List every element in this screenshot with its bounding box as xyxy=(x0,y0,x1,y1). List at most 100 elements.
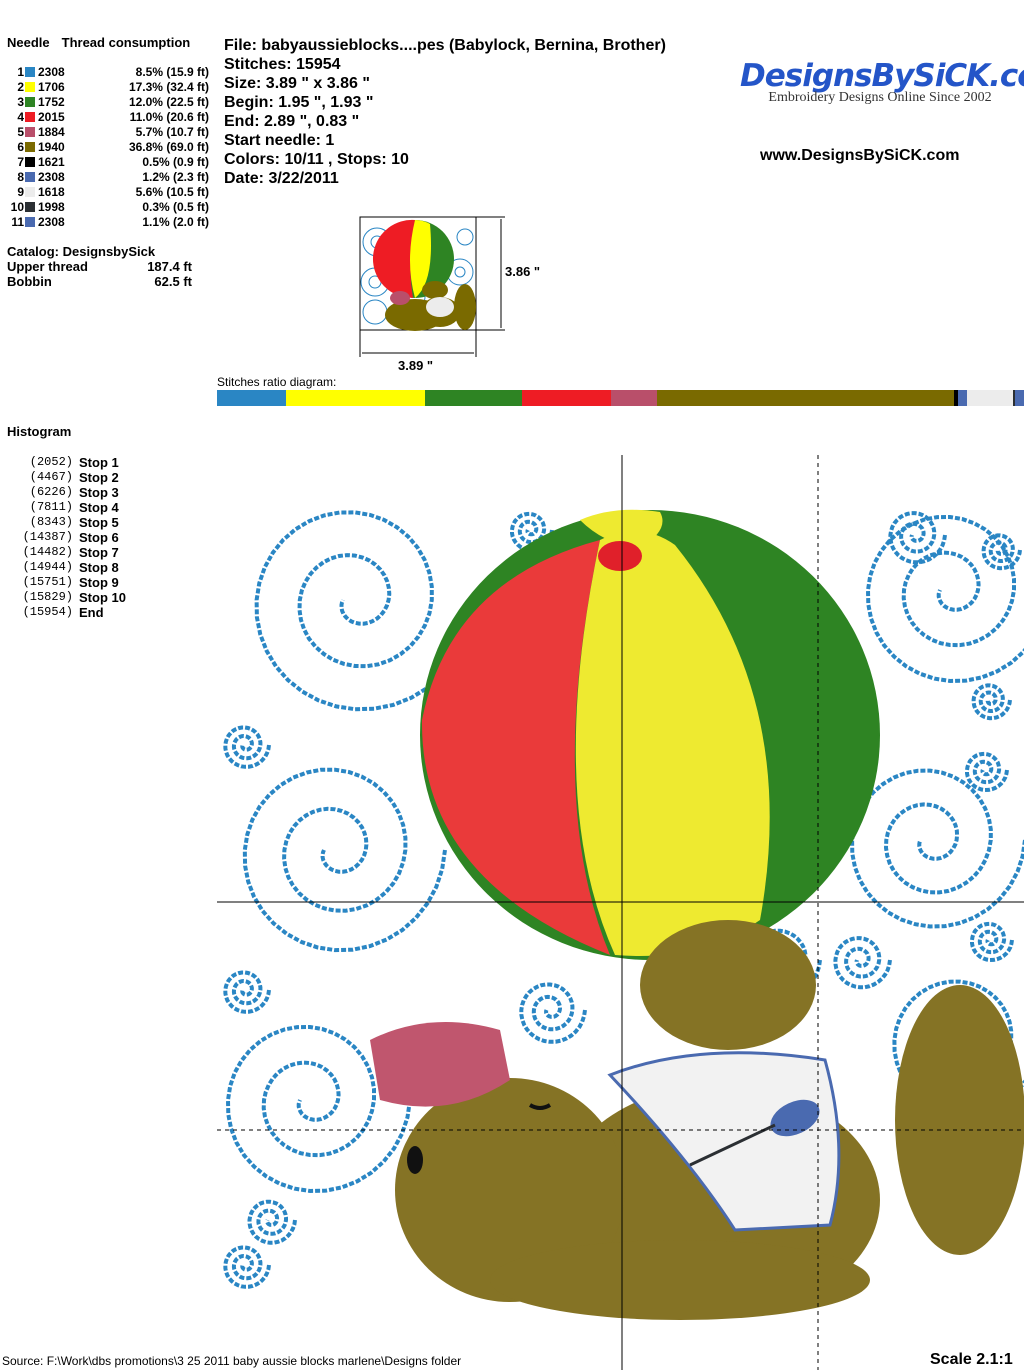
catalog-summary: Catalog: DesignsbySick Upper thread 187.4… xyxy=(7,244,192,289)
needle-row: 7 1621 0.5% (0.9 ft) xyxy=(4,154,209,169)
stitch-count: Stitches: 15954 xyxy=(224,56,341,73)
needle-table: 1 2308 8.5% (15.9 ft) 2 1706 17.3% (32.4 ft) 3… xyxy=(4,64,209,229)
needle-row: 1 2308 8.5% (15.9 ft) xyxy=(4,64,209,79)
needle-number: 5 xyxy=(17,124,24,139)
needle-row: 2 1706 17.3% (32.4 ft) xyxy=(4,79,209,94)
thread-code: 1998 xyxy=(38,199,65,214)
thread-code: 1884 xyxy=(38,124,65,139)
scale-label: Scale 2.1:1 xyxy=(930,1351,1013,1368)
stop-label: Stop 6 xyxy=(79,530,119,545)
bear-ear xyxy=(640,920,816,1050)
ratio-segment xyxy=(1015,390,1024,406)
thread-consumption: 11.0% (20.6 ft) xyxy=(129,109,209,124)
safety-pin xyxy=(770,1099,820,1137)
stop-label: Stop 2 xyxy=(79,470,119,485)
thread-consumption-header: Thread consumption xyxy=(61,35,191,50)
needle-number: 4 xyxy=(17,109,24,124)
thread-consumption: 17.3% (32.4 ft) xyxy=(128,79,209,94)
histogram-row: (15751) Stop 9 xyxy=(10,575,126,590)
color-swatch xyxy=(25,216,35,227)
color-swatch xyxy=(25,126,35,137)
thread-consumption: 0.5% (0.9 ft) xyxy=(142,154,209,169)
bear-leg xyxy=(895,985,1024,1255)
swirl xyxy=(242,767,447,953)
color-swatch xyxy=(25,171,35,182)
bobbin-value: 62.5 ft xyxy=(154,274,192,289)
needle-number: 7 xyxy=(17,154,24,169)
source-path: Source: F:\Work\dbs promotions\3 25 2011… xyxy=(2,1354,462,1368)
bear-nose xyxy=(407,1146,423,1174)
website-url[interactable]: www.DesignsBySiCK.com xyxy=(760,147,960,164)
swirl xyxy=(888,511,947,565)
needle-row: 6 1940 36.8% (69.0 ft) xyxy=(4,139,209,154)
histogram-row: (14387) Stop 6 xyxy=(10,530,126,545)
color-swatch xyxy=(25,186,35,197)
needle-number: 10 xyxy=(10,199,24,214)
ratio-segment xyxy=(285,390,426,406)
bear-bib xyxy=(607,1051,841,1232)
color-swatch xyxy=(25,156,35,167)
swirl xyxy=(981,533,1022,571)
thread-code: 1752 xyxy=(38,94,65,109)
swirl xyxy=(970,921,1014,963)
thread-consumption: 5.7% (10.7 ft) xyxy=(135,124,209,139)
stitch-count: (15751) xyxy=(22,575,73,589)
thread-consumption: 8.5% (15.9 ft) xyxy=(135,64,209,79)
ratio-segment xyxy=(953,390,958,406)
stitch-count: (7811) xyxy=(29,500,73,514)
needle-number: 2 xyxy=(17,79,24,94)
stop-label: Stop 7 xyxy=(79,545,119,560)
needle-row: 4 2015 11.0% (20.6 ft) xyxy=(4,109,209,124)
stitch-count: (4467) xyxy=(29,470,73,484)
stop-label: Stop 9 xyxy=(79,575,119,590)
needle-row: 8 2308 1.2% (2.3 ft) xyxy=(4,169,209,184)
design-thumbnail xyxy=(359,216,505,357)
thread-consumption: 12.0% (22.5 ft) xyxy=(128,94,209,109)
needle-row: 9 1618 5.6% (10.5 ft) xyxy=(4,184,209,199)
designsbysick-logo: DesignsBySiCK.com Embroidery Designs Onl… xyxy=(740,58,1024,106)
stop-label: Stop 10 xyxy=(79,590,126,605)
swirl xyxy=(519,982,587,1044)
swirl xyxy=(965,751,1009,793)
beach-ball xyxy=(420,509,880,960)
bobbin-label: Bobbin xyxy=(7,274,52,289)
start-needle: Start needle: 1 xyxy=(224,132,335,149)
stitch-count: (2052) xyxy=(29,455,73,469)
safety-pin-shaft xyxy=(689,1123,776,1167)
file-name: File: babyaussieblocks....pes (Babylock,… xyxy=(224,37,666,54)
stitch-count: (14944) xyxy=(22,560,73,574)
crosshairs xyxy=(217,455,1024,1370)
color-swatch xyxy=(25,81,35,92)
color-swatch xyxy=(25,141,35,152)
thumbnail-height-label: 3.86 " xyxy=(505,264,541,279)
swirl xyxy=(225,1024,412,1194)
thumbnail-hat xyxy=(390,291,410,305)
swirl xyxy=(510,511,554,553)
needle-number: 8 xyxy=(17,169,24,184)
catalog-label: Catalog: DesignsbySick xyxy=(7,244,156,259)
thumbnail-width-label: 3.89 " xyxy=(398,358,434,373)
swirl xyxy=(971,683,1012,721)
dimension-lines xyxy=(359,216,505,357)
ratio-segment xyxy=(967,390,1013,406)
thumbnail-bib xyxy=(426,297,454,317)
design-date: Date: 3/22/2011 xyxy=(224,170,339,187)
stitch-count: (14387) xyxy=(22,530,73,544)
stop-label: Stop 3 xyxy=(79,485,119,500)
stop-label: Stop 5 xyxy=(79,515,119,530)
histogram-list: (2052) Stop 1 (4467) Stop 2 (6226) Stop 3 (781… xyxy=(10,455,126,620)
upper-thread-value: 187.4 ft xyxy=(147,259,192,274)
needle-header: Needle xyxy=(7,35,50,50)
thread-consumption: 1.2% (2.3 ft) xyxy=(142,169,209,184)
thread-code: 1706 xyxy=(38,79,65,94)
upper-thread-label: Upper thread xyxy=(7,259,88,274)
thread-code: 2308 xyxy=(38,64,65,79)
histogram-row: (2052) Stop 1 xyxy=(10,455,126,470)
ratio-segment xyxy=(610,390,657,406)
stop-label: Stop 8 xyxy=(79,560,119,575)
swirl xyxy=(833,936,892,990)
needle-number: 1 xyxy=(17,64,24,79)
color-swatch xyxy=(25,111,35,122)
color-swatch xyxy=(25,66,35,77)
needle-row: 5 1884 5.7% (10.7 ft) xyxy=(4,124,209,139)
